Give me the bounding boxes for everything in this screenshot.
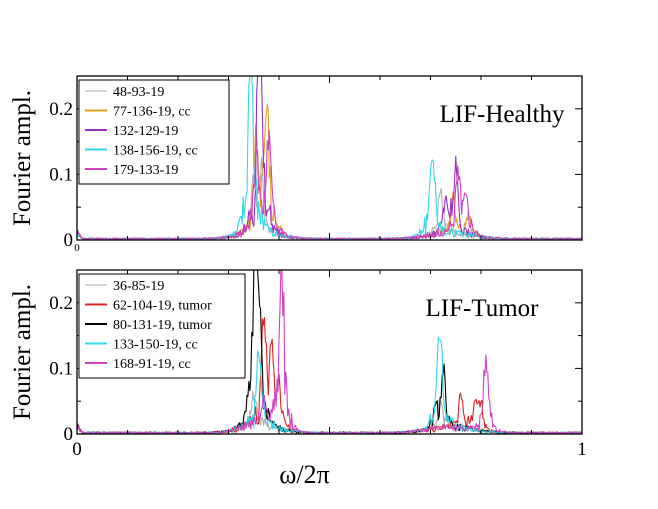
legend-box (78, 79, 230, 185)
x-tick-label: 1 (577, 439, 587, 460)
legend-label: 80-131-19, tumor (113, 318, 212, 333)
x-axis-label: ω/2π (279, 460, 329, 489)
x-tick-label: 0 (72, 439, 82, 460)
legend-label: 132-129-19 (113, 124, 178, 139)
y-tick-label: 0 (64, 424, 74, 445)
panel-healthy: 0 0.1 0.2 0 Fourier ampl. LIF-Healthy 48-93-19… (9, 75, 583, 254)
legend-label: 138-156-19, cc (113, 144, 198, 159)
y-tick-label: 0 (64, 230, 74, 251)
legend-label: 77-136-19, cc (113, 105, 191, 120)
y-tick-label: 0.2 (49, 293, 73, 314)
legend-label: 168-91-19, cc (113, 357, 191, 372)
legend-label: 62-104-19, tumor (113, 299, 212, 314)
panel-title: LIF-Healthy (440, 101, 565, 128)
legend-label: 48-93-19 (113, 85, 164, 100)
legend-label: 179-133-19 (113, 163, 178, 178)
y-tick-label: 0.1 (49, 164, 73, 185)
y-axis-label: Fourier ampl. (9, 284, 36, 420)
legend-label: 133-150-19, cc (113, 338, 198, 353)
y-tick-label: 0.1 (49, 358, 73, 379)
legend: 48-93-19 77-136-19, cc 132-129-19 138-156-1… (78, 79, 230, 185)
x-tick-label: 0 (74, 242, 80, 254)
y-tick-label: 0.2 (49, 99, 73, 120)
y-axis-label: Fourier ampl. (9, 90, 36, 226)
legend-box (78, 273, 246, 379)
legend: 36-85-19 62-104-19, tumor 80-131-19, tumor… (78, 273, 246, 379)
legend-label: 36-85-19 (113, 279, 164, 294)
panel-title: LIF-Tumor (426, 295, 540, 322)
panel-tumor: 0 0.1 0.2 0 1 Fourier ampl. LIF-Tumor 36-85-19 6… (9, 269, 587, 489)
